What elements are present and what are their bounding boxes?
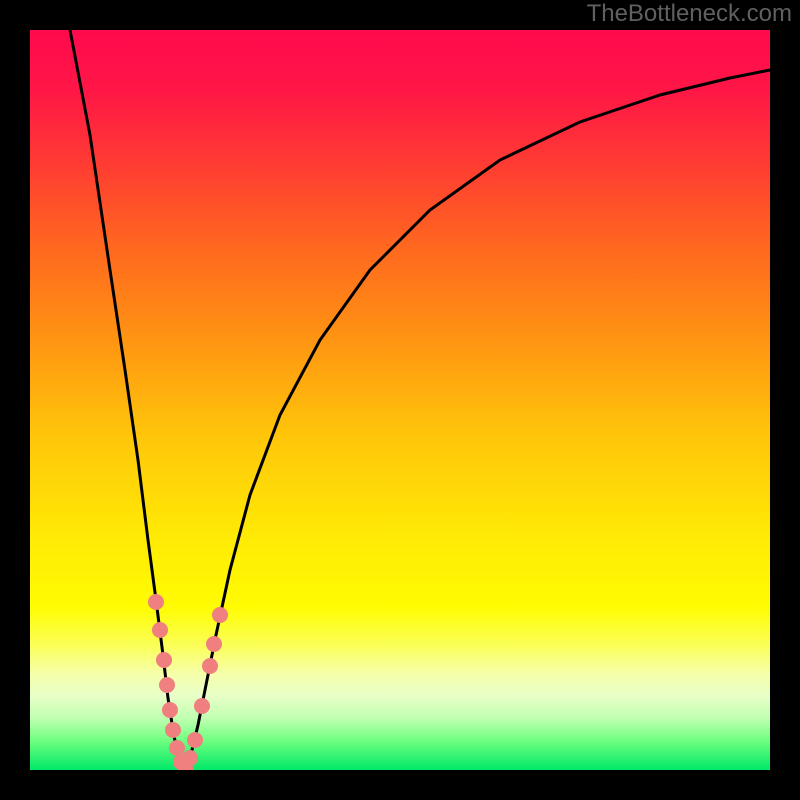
data-marker — [162, 702, 178, 718]
data-marker — [182, 750, 198, 766]
data-marker — [206, 636, 222, 652]
watermark-text: TheBottleneck.com — [587, 0, 792, 28]
data-marker — [212, 607, 228, 623]
bottleneck-curve — [70, 30, 770, 770]
data-marker — [156, 652, 172, 668]
data-marker — [159, 677, 175, 693]
data-marker — [194, 698, 210, 714]
data-marker — [152, 622, 168, 638]
data-marker — [187, 732, 203, 748]
data-marker — [165, 722, 181, 738]
data-marker — [202, 658, 218, 674]
data-marker — [148, 594, 164, 610]
data-marker — [169, 740, 185, 756]
chart-container: TheBottleneck.com — [0, 0, 800, 800]
plot-area — [30, 30, 770, 770]
curve-layer — [30, 30, 770, 770]
